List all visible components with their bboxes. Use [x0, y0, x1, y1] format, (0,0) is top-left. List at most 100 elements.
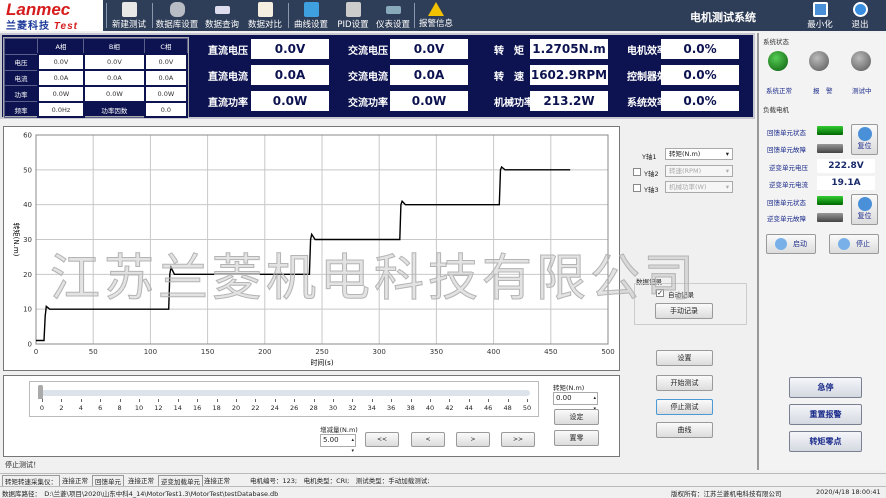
refresh-icon [857, 197, 872, 211]
toolbar: Lanmec 兰菱科技 Test 新建测试 数据库设置 数据查询 数据对比 曲线… [0, 0, 886, 32]
toolbar-instrument-settings[interactable]: 仪表设置 [374, 2, 412, 30]
step-input[interactable]: 5.00 ▴ ▾ [320, 434, 356, 454]
toolbar-database-settings[interactable]: 数据库设置 [154, 2, 200, 30]
torque-zero-button[interactable]: 转矩零点 [789, 431, 862, 452]
slider-tick-label: 18 [212, 404, 221, 412]
emergency-stop-button[interactable]: 急停 [789, 377, 862, 398]
inv-voltage-label: 逆变单元电压 [769, 164, 808, 172]
stop-icon [838, 238, 850, 250]
y-tick-label: 0 [28, 341, 32, 349]
chevron-down-icon: ▾ [725, 183, 729, 191]
reading-value: 1.2705N.m [530, 39, 608, 59]
y2-select[interactable]: 转速(RPM) ▾ [665, 165, 733, 177]
stop-motor-button[interactable]: 停止 [829, 234, 879, 254]
slider-tick-label: 26 [290, 404, 299, 412]
increase-fast-button[interactable]: >> [501, 432, 535, 447]
slider-tick-label: 14 [173, 404, 182, 412]
set-torque-button[interactable]: 设定 [554, 409, 599, 425]
data-compare-icon [257, 2, 273, 17]
slider-tick [352, 399, 354, 402]
phase-table: A相 B相 C相 电压 0.0V 0.0V 0.0V 电流 0.0A 0.0A 0.0A 功率 0… [3, 37, 189, 119]
slider-tick-label: 36 [387, 404, 396, 412]
slider-tick-label: 44 [464, 404, 473, 412]
x-tick-label: 400 [487, 348, 500, 356]
database-path: 数据库路径： D:\兰菱\项目\2020\山东中科4_14\MotorTest1… [2, 490, 279, 498]
increase-button[interactable]: > [456, 432, 490, 447]
spinner-icon[interactable]: ▴▾ [351, 437, 354, 454]
slider-tick [391, 399, 393, 402]
decrease-button[interactable]: < [411, 432, 445, 447]
led-label: 系统正常 [766, 87, 792, 95]
connection-status-bar: 转矩转速采集仪： 连接正常 回馈单元 连接正常 逆变加载单元 连接正常 电机编号… [0, 473, 886, 487]
reset-alarm-button[interactable]: 重置报警 [789, 404, 862, 425]
torque-slider[interactable]: 0 2 4 6 8 10 12 14 16 18 20 22 24 26 28 30 32 34 36 38 40 42 4… [29, 381, 539, 417]
chart-controls: Y轴1 转矩(N.m) ▾ Y轴2 转速(RPM) ▾ Y轴3 机械功率(W) ▾ 数… [622, 126, 755, 471]
reading-label: 直流电流 [208, 72, 248, 83]
toolbar-pid-settings[interactable]: PID设置 [334, 2, 372, 30]
testing-led [851, 51, 871, 71]
data-query-icon [214, 6, 230, 14]
reset-button-2[interactable]: 复位 [851, 194, 878, 225]
x-tick-label: 250 [315, 348, 328, 356]
torque-input[interactable]: 0.00▴▾ [553, 392, 598, 412]
torque-series-line [36, 165, 571, 342]
toolbar-curve-settings[interactable]: 曲线设置 [291, 2, 331, 30]
start-test-button[interactable]: 开始测试 [656, 375, 713, 391]
auto-record-label: 自动记录 [668, 291, 694, 299]
slider-tick [410, 399, 412, 402]
logo-text: Lanmec [6, 0, 71, 19]
curve-button[interactable]: 曲线 [656, 422, 713, 438]
manual-record-button[interactable]: 手动记录 [655, 303, 713, 319]
x-axis-label: 时间(s) [310, 358, 333, 367]
slider-tick [119, 399, 121, 402]
chevron-down-icon: ▾ [725, 167, 729, 175]
slider-tick [507, 399, 509, 402]
status-message: 停止测试！ [5, 461, 40, 469]
settings-button[interactable]: 设置 [656, 350, 713, 366]
app-title: 电机测试系统 [690, 11, 756, 24]
x-tick-label: 100 [144, 348, 157, 356]
alarm-led [809, 51, 829, 71]
stop-test-button[interactable]: 停止测试 [656, 399, 713, 415]
reading-value: 0.0% [661, 65, 739, 85]
torque-label: 转矩(N.m) [553, 384, 585, 392]
slider-tick [527, 399, 528, 402]
slider-tick [139, 399, 140, 402]
toolbar-alarm-info[interactable]: 报警信息 [416, 2, 456, 30]
y2-checkbox[interactable] [633, 168, 641, 176]
slider-tick-label: 40 [425, 404, 435, 412]
start-motor-button[interactable]: 启动 [766, 234, 816, 254]
reset-button-1[interactable]: 复位 [851, 124, 878, 155]
slider-tick [61, 399, 63, 402]
torque-control-panel: 0 2 4 6 8 10 12 14 16 18 20 22 24 26 28 30 32 34 36 38 40 42 4… [3, 375, 620, 457]
y3-checkbox[interactable] [633, 184, 641, 192]
toolbar-new-test[interactable]: 新建测试 [108, 2, 150, 30]
x-tick-label: 50 [89, 348, 98, 356]
reading-value: 0.0A [390, 65, 468, 85]
y3-select[interactable]: 机械功率(W) ▾ [665, 181, 733, 193]
toolbar-data-query[interactable]: 数据查询 [202, 2, 242, 30]
slider-tick-label: 38 [406, 404, 415, 412]
slider-tick-label: 12 [154, 404, 163, 412]
motor-info: 电机编号：123; 电机类型：CRI; 测试类型：手动加载测试; [250, 477, 430, 485]
reading-value: 0.0% [661, 91, 739, 111]
play-icon [775, 238, 787, 250]
pid-icon [345, 2, 361, 17]
toolbar-data-compare[interactable]: 数据对比 [245, 2, 285, 30]
chart-panel: 0 50 100 150 200 250 300 350 400 450 500 0 10 20 30 40 5… [3, 126, 620, 371]
exit-button[interactable]: 退出 [847, 2, 873, 30]
auto-record-checkbox[interactable]: ✓ [656, 289, 664, 297]
decrease-fast-button[interactable]: << [365, 432, 399, 447]
status-ok: 连接正常 [128, 477, 154, 485]
slider-tick-label: 16 [193, 404, 202, 412]
slider-tick-label: 10 [134, 404, 144, 412]
y1-select[interactable]: 转矩(N.m) ▾ [665, 148, 733, 160]
refresh-icon [857, 127, 872, 141]
zero-torque-button[interactable]: 置零 [554, 430, 599, 446]
minimize-button[interactable]: 最小化 [805, 2, 835, 30]
slider-tick [80, 399, 82, 402]
datetime: 2020/4/18 18:00:41 [816, 488, 881, 496]
reading-label: 交流电流 [348, 72, 388, 83]
slider-tick [371, 399, 373, 402]
slider-thumb[interactable] [38, 385, 43, 399]
